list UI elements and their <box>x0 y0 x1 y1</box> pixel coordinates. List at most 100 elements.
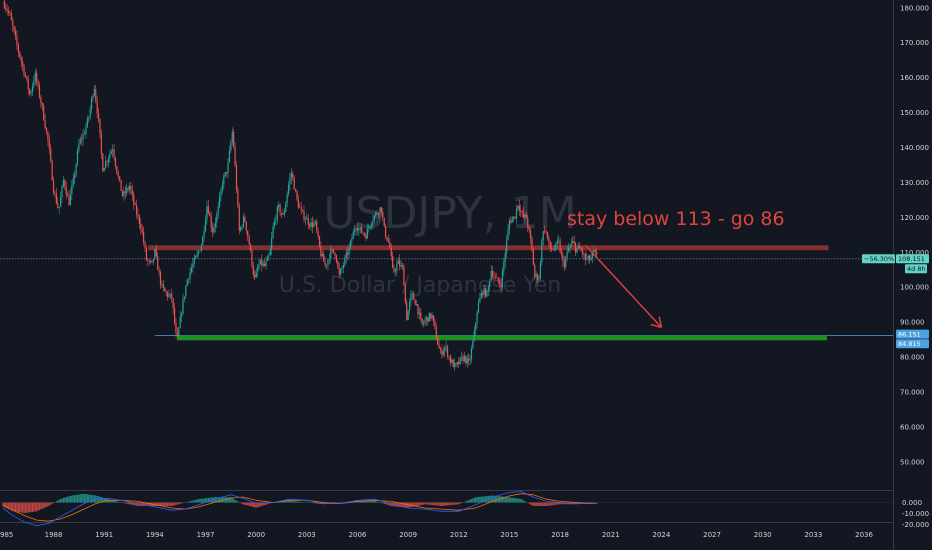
osc-histogram-bar <box>157 502 159 507</box>
osc-histogram-bar <box>382 502 384 504</box>
candle-body <box>82 134 84 140</box>
candle-body <box>196 254 198 257</box>
osc-histogram-bar <box>78 494 80 503</box>
candle-body <box>26 76 28 80</box>
candle-body <box>48 140 50 149</box>
candle-body <box>31 85 34 93</box>
candle-body <box>549 241 551 249</box>
osc-histogram-bar <box>251 502 253 507</box>
candle-body <box>553 249 556 250</box>
candle-body <box>278 204 280 207</box>
osc-histogram-bar <box>114 501 117 503</box>
candle-body <box>265 260 267 267</box>
osc-histogram-bar <box>558 502 560 505</box>
osc-histogram-bar <box>259 502 261 507</box>
candle-body <box>168 294 170 297</box>
osc-histogram-bar <box>264 502 266 506</box>
osc-histogram-bar <box>282 501 284 503</box>
osc-histogram-bar <box>494 495 496 503</box>
osc-histogram-bar <box>446 502 449 506</box>
macd-oscillator <box>0 491 893 527</box>
candle-body <box>59 197 62 207</box>
osc-histogram-bar <box>244 502 246 505</box>
osc-histogram-bar <box>137 502 139 507</box>
osc-histogram-bar <box>441 502 443 507</box>
osc-histogram-bar <box>548 502 550 506</box>
candle-body <box>372 220 374 224</box>
osc-histogram-bar <box>213 497 215 503</box>
osc-histogram-bar <box>427 502 429 505</box>
change-tag-bg <box>862 254 895 264</box>
time-tick-label: 985 <box>0 531 13 539</box>
candle-body <box>517 205 519 209</box>
candle-body <box>64 180 66 187</box>
candle-body <box>164 287 166 291</box>
support-zone <box>176 335 827 341</box>
candle-body <box>249 244 252 251</box>
price-axis[interactable]: 180.000 170.000 160.000 150.000 140.000 130.0… <box>900 4 929 529</box>
osc-histogram-bar <box>283 501 285 503</box>
candlestick-series <box>3 0 598 372</box>
osc-histogram-bar <box>511 497 513 503</box>
candle-body <box>226 172 228 174</box>
osc-histogram-bar <box>17 502 19 513</box>
osc-histogram-bar <box>280 501 283 503</box>
osc-histogram-bar <box>449 502 451 506</box>
osc-histogram-bar <box>390 502 392 507</box>
osc-histogram-bar <box>29 502 31 513</box>
candle-body <box>584 253 587 260</box>
osc-histogram-bar <box>536 502 539 507</box>
osc-histogram-bar <box>47 502 49 507</box>
candle-body <box>165 290 167 293</box>
osc-histogram-bar <box>461 502 463 504</box>
osc-histogram-bar <box>64 497 66 503</box>
candle-body <box>425 317 428 321</box>
osc-histogram-bar <box>13 502 15 512</box>
time-axis[interactable]: 985 1988 1991 1994 1997 2000 2003 2006 2009 2012 2… <box>0 531 873 539</box>
candle-body <box>548 237 550 242</box>
candle-body <box>311 222 314 228</box>
price-tick-label: 160.000 <box>900 74 929 82</box>
osc-histogram-bar <box>296 501 298 503</box>
osc-histogram-bar <box>62 498 65 503</box>
candle-body <box>92 95 94 99</box>
osc-histogram-bar <box>61 498 63 503</box>
candle-body <box>55 193 57 204</box>
candle-body <box>482 292 484 295</box>
watermark-name: U.S. Dollar / Japanese Yen <box>279 273 561 298</box>
candle-body <box>330 249 332 260</box>
osc-histogram-bar <box>555 502 557 505</box>
candle-body <box>563 261 565 267</box>
osc-histogram-bar <box>334 502 336 504</box>
osc-histogram-bar <box>424 502 426 505</box>
osc-histogram-bar <box>79 494 81 503</box>
candle-body <box>511 218 513 223</box>
candle-body <box>582 250 584 255</box>
candle-body <box>521 210 523 213</box>
candle-body <box>487 287 489 291</box>
price-tick-label: 180.000 <box>900 4 929 12</box>
osc-histogram-bar <box>266 502 269 505</box>
candle-body <box>441 350 443 355</box>
current-price-tag-text: 108.151 <box>898 255 925 263</box>
candle-body <box>476 312 478 324</box>
candle-body <box>444 347 446 352</box>
osc-histogram-bar <box>294 501 297 503</box>
candle-body <box>238 206 240 231</box>
osc-histogram-bar <box>432 502 435 506</box>
candle-body <box>199 250 201 252</box>
osc-histogram-bar <box>144 502 146 507</box>
candle-body <box>74 175 76 179</box>
price-tick-label: 110.000 <box>900 249 929 257</box>
candle-body <box>448 356 450 357</box>
osc-histogram-bar <box>439 502 442 506</box>
osc-histogram-bar <box>415 502 418 507</box>
candle-body <box>385 225 387 238</box>
osc-histogram-bar <box>534 502 536 507</box>
candle-body <box>121 190 124 196</box>
osc-histogram-bar <box>292 501 294 503</box>
osc-histogram-bar <box>124 502 126 504</box>
candle-body <box>75 164 77 176</box>
candle-body <box>335 255 337 262</box>
